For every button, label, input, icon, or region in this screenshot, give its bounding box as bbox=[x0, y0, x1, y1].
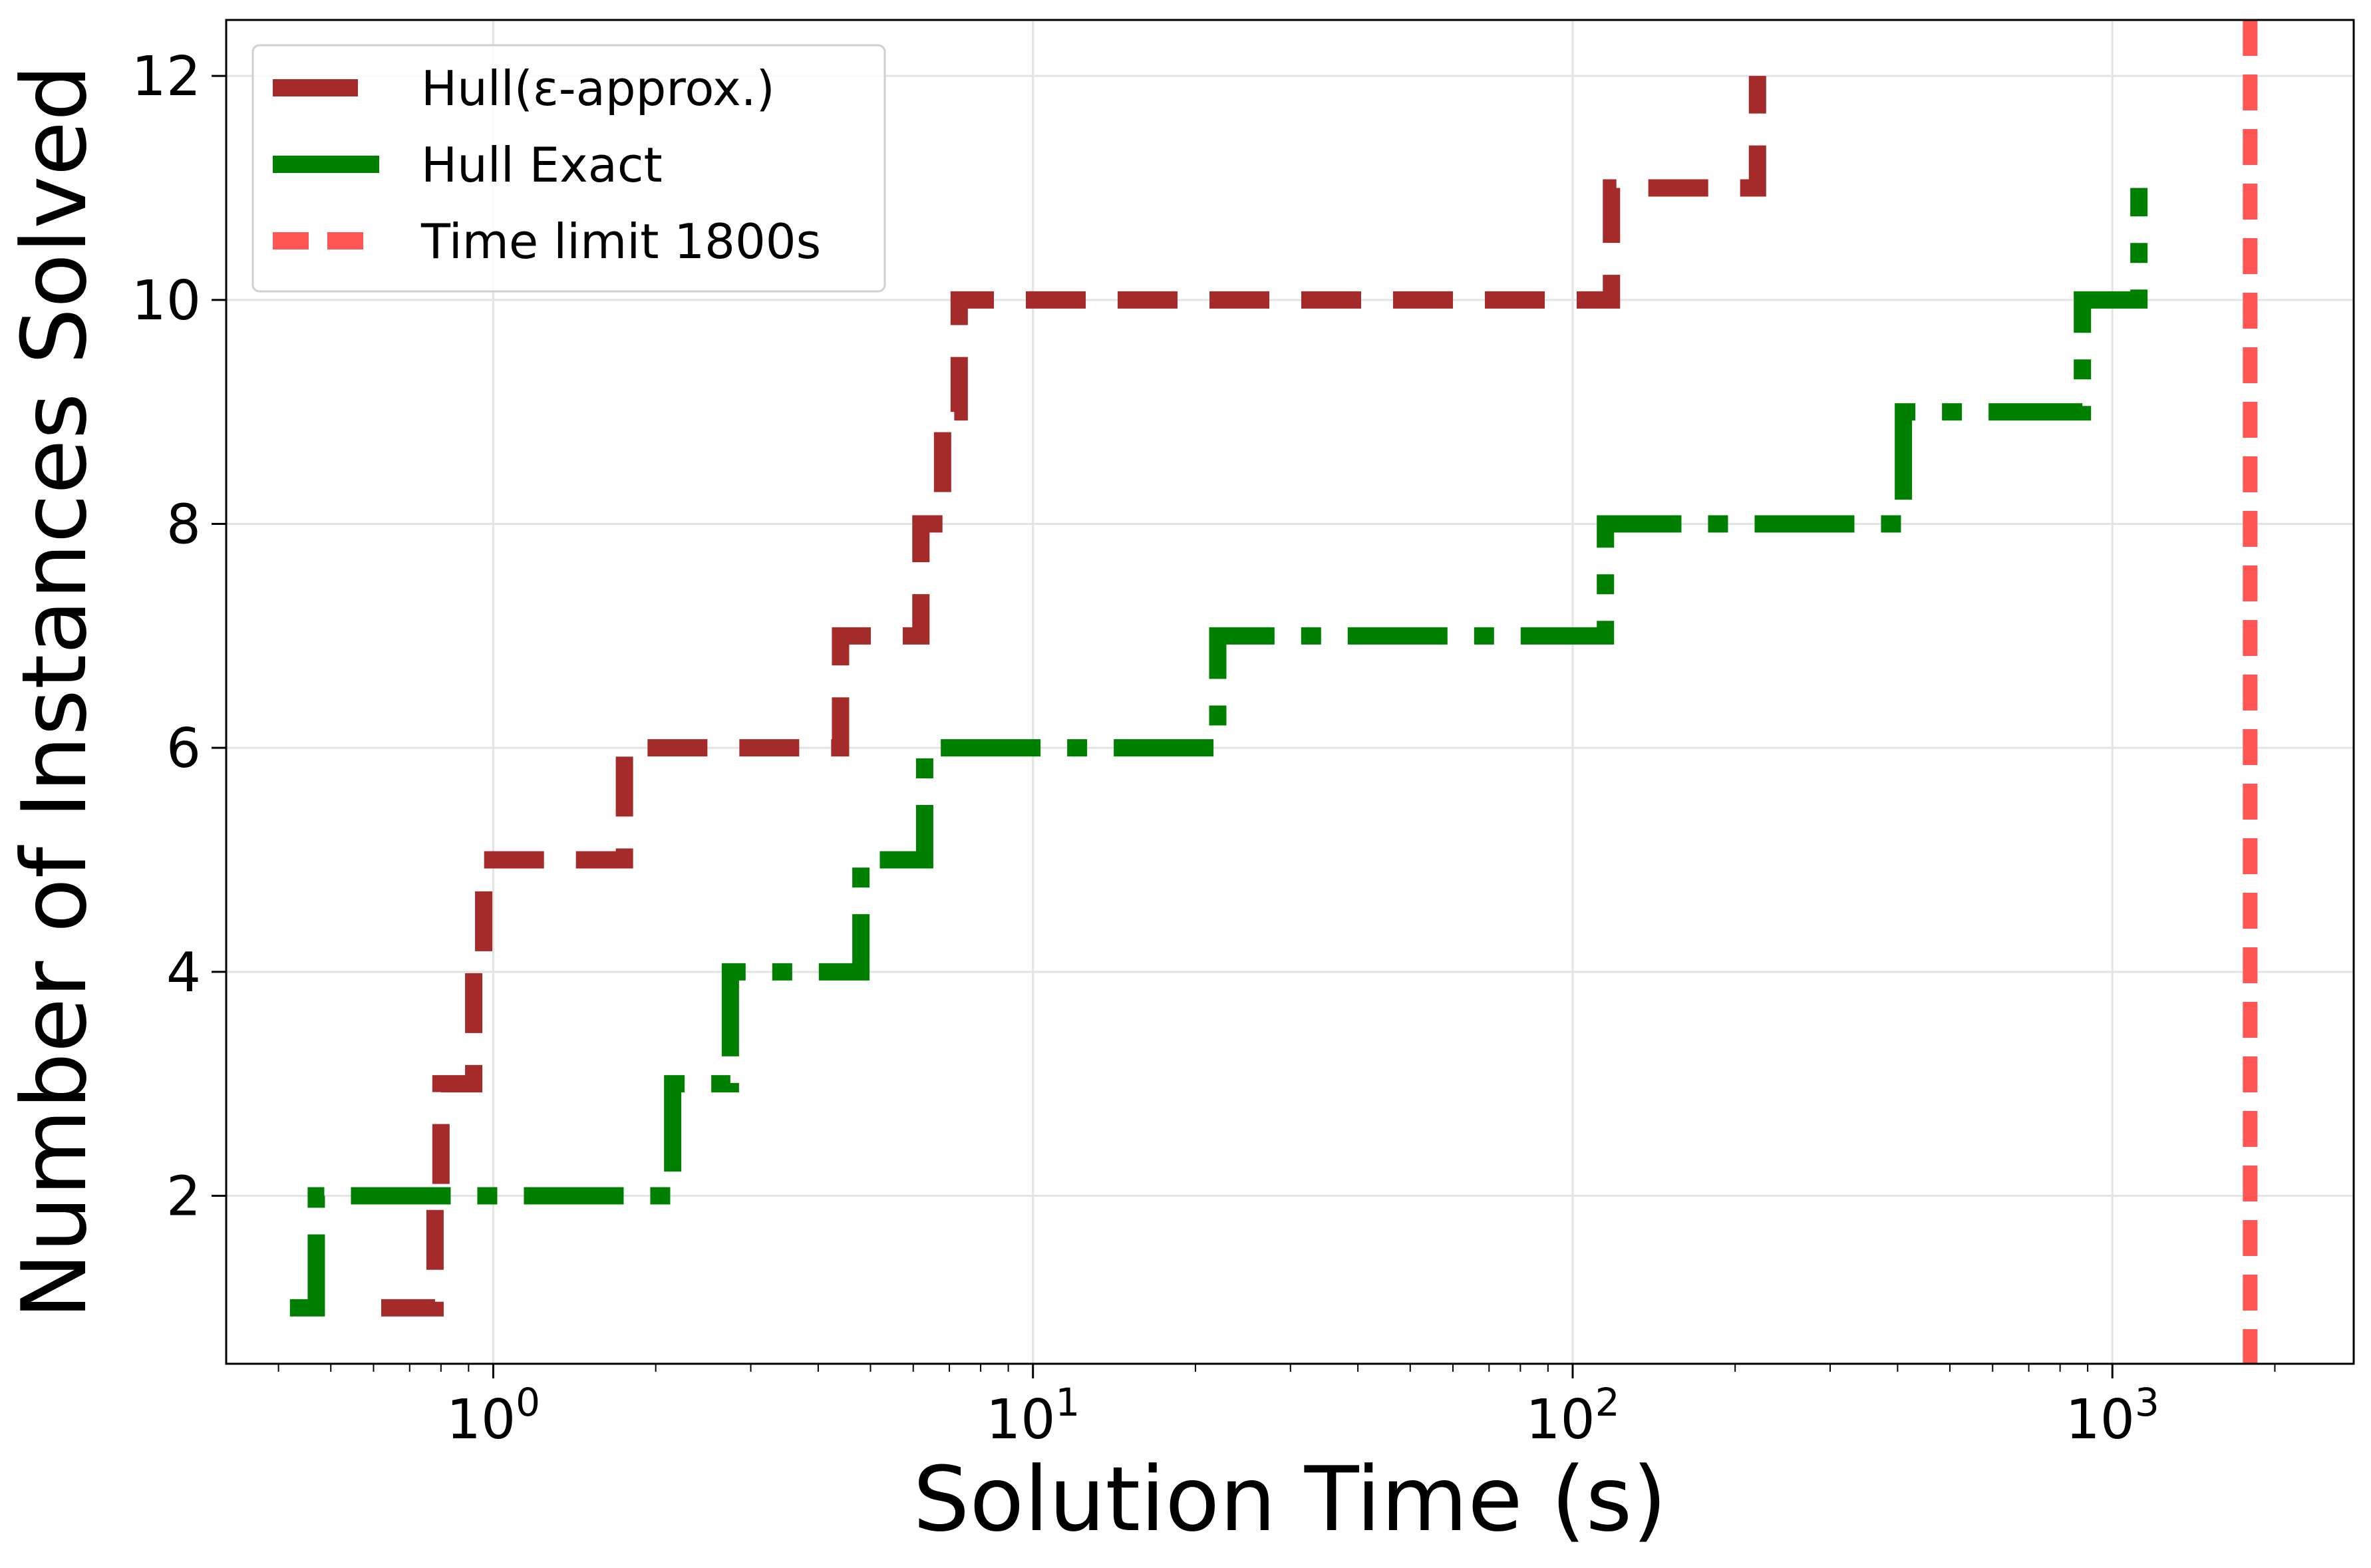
legend: Hull(ε-approx.) Hull Exact Time limit 1800… bbox=[251, 44, 886, 293]
grid bbox=[226, 20, 2354, 1364]
x-tick-label: 100 bbox=[446, 1380, 540, 1452]
series-line-2 bbox=[289, 188, 2148, 1317]
y-tick-label: 6 bbox=[166, 717, 201, 780]
y-tick-label: 12 bbox=[132, 45, 201, 108]
x-tick-label: 101 bbox=[986, 1380, 1080, 1452]
x-tick-label: 102 bbox=[1525, 1380, 1619, 1452]
series-line-1 bbox=[381, 76, 1766, 1317]
x-axis-ticks: 100 101 102 103 bbox=[277, 1364, 2276, 1452]
legend-label-2: Hull Exact bbox=[421, 137, 663, 193]
plot-area bbox=[289, 20, 2258, 1364]
y-axis-title: Number of Instances Solved bbox=[3, 65, 106, 1319]
legend-label-1: Hull(ε-approx.) bbox=[421, 61, 775, 116]
x-tick-label: 103 bbox=[2066, 1380, 2159, 1452]
legend-box bbox=[251, 44, 886, 293]
y-tick-label: 10 bbox=[132, 269, 201, 333]
legend-label-3: Time limit 1800s bbox=[420, 214, 821, 269]
y-tick-label: 2 bbox=[166, 1166, 201, 1229]
y-tick-label: 8 bbox=[166, 494, 201, 557]
x-axis-title: Solution Time (s) bbox=[913, 1448, 1666, 1551]
y-axis-ticks: 2 4 6 8 10 12 bbox=[132, 45, 226, 1229]
y-tick-label: 4 bbox=[166, 941, 201, 1005]
